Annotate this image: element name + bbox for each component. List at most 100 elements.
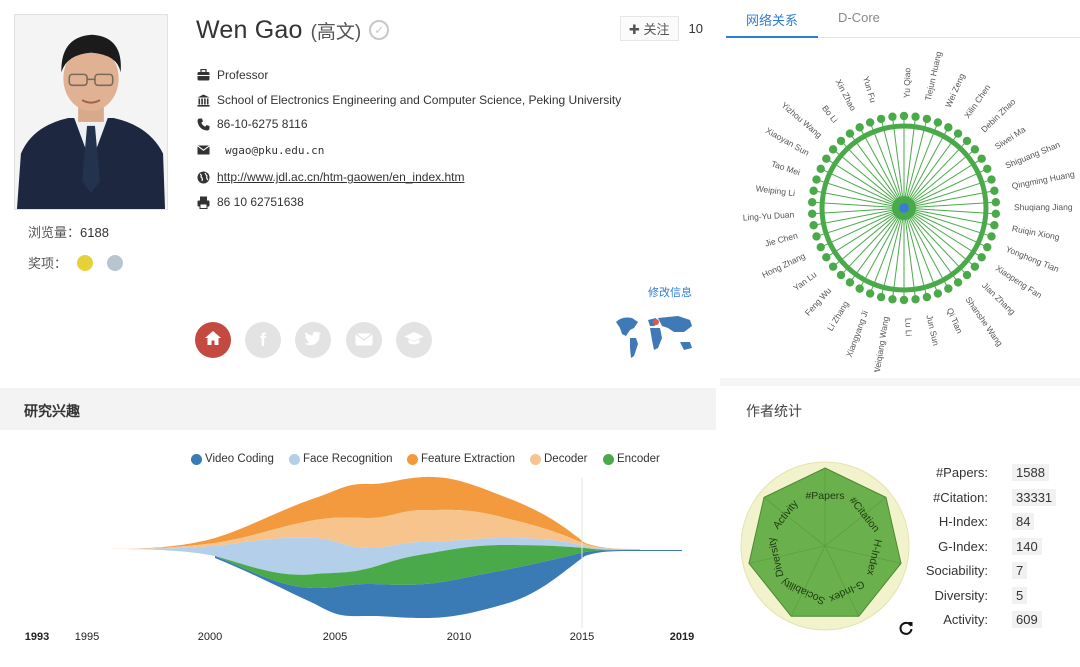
- coauthor-label[interactable]: Shuqiang Jiang: [1014, 202, 1073, 212]
- coauthor-label[interactable]: Ling-Yu Duan: [742, 209, 794, 222]
- network-node[interactable]: [987, 175, 996, 184]
- stream-area-decoder[interactable]: [110, 509, 640, 549]
- twitter-button[interactable]: [295, 322, 331, 358]
- network-node[interactable]: [809, 186, 818, 195]
- network-node[interactable]: [865, 289, 875, 298]
- coauthor-label[interactable]: Yan Lu: [791, 269, 818, 293]
- homepage-link[interactable]: http://www.jdl.ac.cn/htm-gaowen/en_index…: [217, 170, 465, 184]
- coauthor-label[interactable]: Jian Zhang: [980, 280, 1017, 317]
- network-node[interactable]: [987, 232, 996, 241]
- network-node[interactable]: [944, 123, 953, 132]
- coauthor-label[interactable]: Bo Li: [820, 103, 840, 124]
- research-streamgraph[interactable]: 1993 1995 2000 2005 2010 2015 2019: [0, 438, 716, 667]
- author-stats-radar[interactable]: #Papers #CitationH-IndexG-IndexSociabilit…: [736, 458, 926, 638]
- facebook-button[interactable]: f: [245, 322, 281, 358]
- award-silver-icon[interactable]: [107, 254, 124, 271]
- stream-area-face-recognition[interactable]: [110, 537, 640, 575]
- coauthor-label[interactable]: Xiaoyan Sun: [764, 125, 811, 158]
- coauthor-label[interactable]: Ruiqin Xiong: [1011, 223, 1060, 242]
- network-node[interactable]: [807, 198, 817, 207]
- network-node[interactable]: [876, 114, 886, 124]
- legend-decoder[interactable]: Decoder: [530, 453, 587, 465]
- follow-button[interactable]: ✚ 关注: [620, 15, 679, 41]
- network-node[interactable]: [888, 112, 897, 121]
- network-node[interactable]: [953, 278, 963, 287]
- network-node[interactable]: [822, 253, 831, 262]
- network-node[interactable]: [816, 242, 825, 252]
- coauthor-label[interactable]: Lu Li: [903, 318, 914, 337]
- coauthor-label[interactable]: Qi Tian: [945, 306, 965, 335]
- world-map-icon[interactable]: [612, 312, 698, 364]
- refresh-icon[interactable]: [898, 620, 916, 638]
- network-node[interactable]: [983, 242, 992, 252]
- network-node[interactable]: [983, 164, 992, 174]
- coauthor-label[interactable]: Tao Mei: [770, 158, 802, 177]
- network-node[interactable]: [922, 114, 932, 124]
- network-node[interactable]: [953, 129, 963, 138]
- coauthor-label[interactable]: Hong Zhang: [760, 250, 807, 279]
- coauthor-label[interactable]: Xilin Chen: [962, 82, 992, 120]
- coauthor-label[interactable]: Siwei Ma: [993, 124, 1028, 151]
- network-node[interactable]: [933, 118, 943, 127]
- legend-video-coding[interactable]: Video Coding: [191, 453, 274, 465]
- network-node[interactable]: [809, 221, 818, 230]
- network-node[interactable]: [807, 209, 817, 218]
- network-node[interactable]: [962, 136, 972, 146]
- email-text[interactable]: wgao@pku.edu.cn: [225, 143, 325, 157]
- coauthor-label[interactable]: Feng Wu: [803, 285, 834, 317]
- home-button[interactable]: [195, 322, 231, 358]
- network-node[interactable]: [922, 292, 932, 302]
- legend-encoder[interactable]: Encoder: [603, 453, 660, 465]
- coauthor-label[interactable]: Weiping Li: [755, 183, 796, 198]
- coauthor-label[interactable]: Tiejun Huang: [923, 50, 944, 101]
- network-node[interactable]: [836, 136, 846, 146]
- tab-d-core[interactable]: D-Core: [838, 10, 880, 25]
- network-node[interactable]: [865, 118, 875, 127]
- education-button[interactable]: [396, 322, 432, 358]
- coauthor-label[interactable]: Shiguang Shan: [1004, 139, 1062, 170]
- network-node[interactable]: [816, 164, 825, 174]
- coauthor-label[interactable]: Yu Qiao: [902, 67, 913, 98]
- award-gold-icon[interactable]: [77, 254, 94, 271]
- network-node[interactable]: [977, 253, 986, 262]
- network-node[interactable]: [899, 111, 909, 121]
- network-node[interactable]: [899, 295, 909, 305]
- network-node[interactable]: [888, 295, 897, 304]
- coauthor-label[interactable]: Xin Zhao: [834, 78, 859, 113]
- coauthor-label[interactable]: Yonghong Tian: [1004, 244, 1060, 274]
- network-node[interactable]: [933, 289, 943, 298]
- network-node[interactable]: [836, 270, 846, 280]
- coauthor-label[interactable]: Debin Zhao: [979, 96, 1018, 134]
- network-node[interactable]: [944, 284, 953, 293]
- network-node[interactable]: [911, 112, 920, 121]
- network-node[interactable]: [812, 232, 821, 241]
- network-node[interactable]: [977, 154, 986, 163]
- network-node[interactable]: [990, 221, 999, 230]
- coauthor-label[interactable]: Yun Fu: [861, 75, 878, 104]
- stream-area-encoder[interactable]: [215, 545, 640, 588]
- network-node[interactable]: [855, 123, 864, 132]
- coauthor-label[interactable]: Weiqiang Wang: [871, 315, 890, 372]
- stream-area-video-coding[interactable]: [215, 550, 682, 618]
- network-node[interactable]: [812, 175, 821, 184]
- network-node[interactable]: [855, 284, 864, 293]
- edit-info-link[interactable]: 修改信息: [648, 287, 692, 299]
- network-node[interactable]: [828, 145, 838, 154]
- coauthor-label[interactable]: Xiangyang Ji: [844, 309, 870, 358]
- tab-network[interactable]: 网络关系: [746, 13, 799, 28]
- coauthor-label[interactable]: Jun Sun: [924, 314, 941, 347]
- network-node[interactable]: [970, 262, 980, 271]
- network-node[interactable]: [876, 292, 886, 302]
- network-node[interactable]: [970, 145, 980, 154]
- network-node[interactable]: [828, 262, 838, 271]
- network-node[interactable]: [990, 186, 999, 195]
- network-node[interactable]: [962, 270, 972, 280]
- legend-face-recognition[interactable]: Face Recognition: [289, 453, 393, 465]
- coauthor-label[interactable]: Li Zhang: [825, 299, 851, 333]
- network-node[interactable]: [845, 129, 855, 138]
- stream-area-feature-extraction[interactable]: [110, 476, 640, 549]
- mail-button[interactable]: [346, 322, 382, 358]
- network-node[interactable]: [911, 295, 920, 304]
- coauthor-label[interactable]: Qingming Huang: [1011, 169, 1076, 191]
